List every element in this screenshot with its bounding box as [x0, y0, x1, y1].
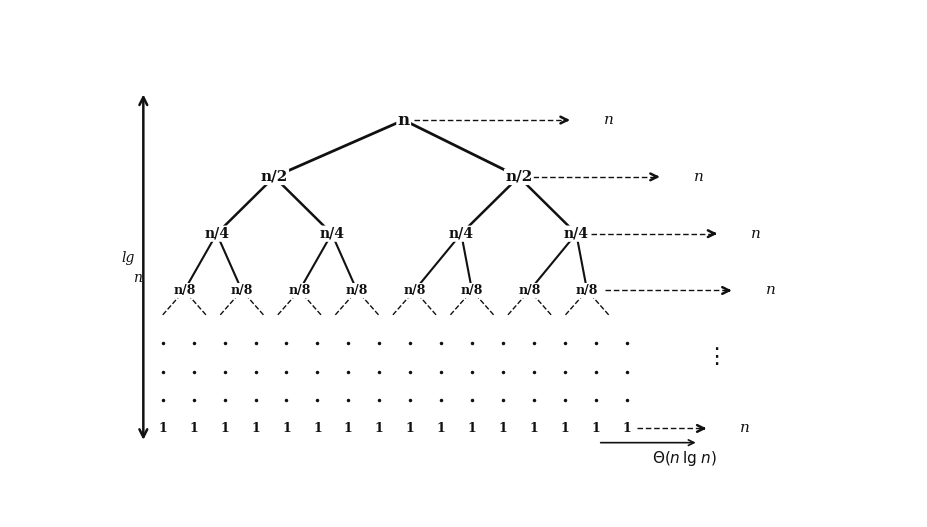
Text: 1: 1: [159, 422, 167, 435]
Text: n/2: n/2: [260, 170, 287, 184]
Text: n/8: n/8: [173, 284, 196, 297]
Text: 1: 1: [282, 422, 290, 435]
Text: 1: 1: [375, 422, 383, 435]
Text: n: n: [740, 422, 749, 435]
Text: 1: 1: [529, 422, 538, 435]
Text: n/8: n/8: [346, 284, 368, 297]
Text: n/8: n/8: [403, 284, 425, 297]
Text: 1: 1: [560, 422, 568, 435]
Text: n/8: n/8: [461, 284, 483, 297]
Text: 1: 1: [344, 422, 352, 435]
Text: 1: 1: [189, 422, 197, 435]
Text: 1: 1: [437, 422, 445, 435]
Text: $\Theta(n\,\lg\,n)$: $\Theta(n\,\lg\,n)$: [651, 450, 716, 469]
Text: 1: 1: [220, 422, 229, 435]
Text: n/4: n/4: [319, 227, 344, 241]
Text: 1: 1: [467, 422, 476, 435]
Text: 1: 1: [498, 422, 507, 435]
Text: n: n: [765, 284, 775, 297]
Text: ⋮: ⋮: [705, 347, 727, 367]
Text: 1: 1: [622, 422, 630, 435]
Text: n: n: [692, 170, 703, 184]
Text: n/8: n/8: [288, 284, 311, 297]
Text: n: n: [397, 112, 410, 129]
Text: n/2: n/2: [504, 170, 532, 184]
Text: 1: 1: [590, 422, 600, 435]
Text: n/4: n/4: [564, 227, 588, 241]
Text: n: n: [603, 113, 613, 127]
Text: n/8: n/8: [576, 284, 598, 297]
Text: n/4: n/4: [449, 227, 473, 241]
Text: n/8: n/8: [518, 284, 540, 297]
Text: 1: 1: [251, 422, 260, 435]
Text: lg: lg: [121, 251, 134, 265]
Text: 1: 1: [405, 422, 414, 435]
Text: n/4: n/4: [204, 227, 229, 241]
Text: n: n: [133, 271, 142, 285]
Text: 1: 1: [312, 422, 322, 435]
Text: n: n: [750, 227, 760, 241]
Text: n/8: n/8: [231, 284, 253, 297]
